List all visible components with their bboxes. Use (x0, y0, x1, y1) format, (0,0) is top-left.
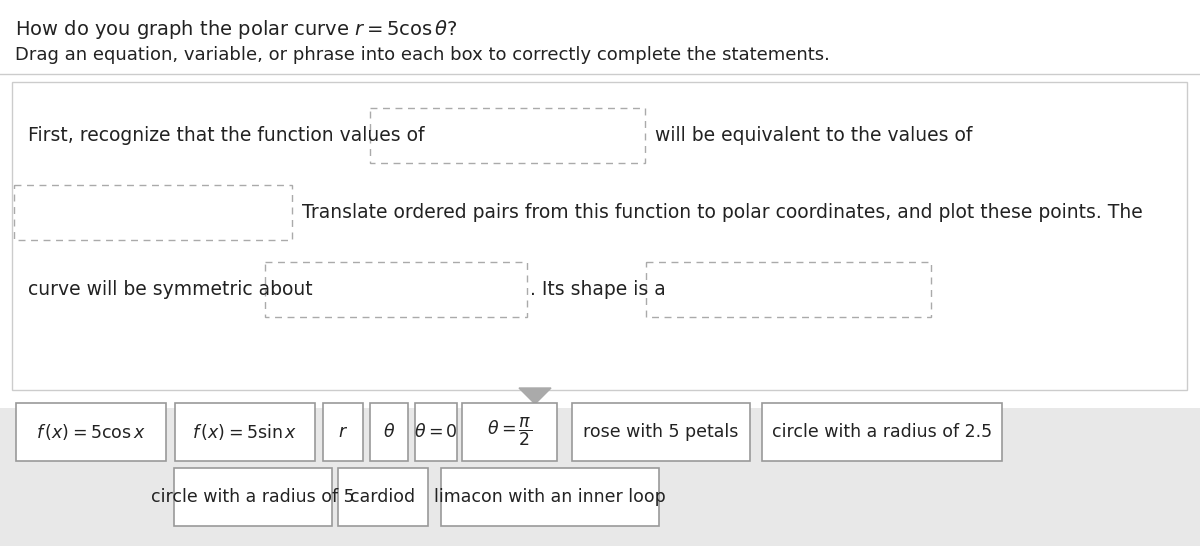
Bar (16, 403, 166, 461)
Text: Drag an equation, variable, or phrase into each box to correctly complete the st: Drag an equation, variable, or phrase in… (14, 46, 830, 64)
Bar (370, 108, 646, 163)
Text: $f\,(x) = 5\sin x$: $f\,(x) = 5\sin x$ (192, 422, 298, 442)
Bar (442, 468, 659, 526)
Bar (14, 185, 292, 240)
Text: will be equivalent to the values of: will be equivalent to the values of (655, 126, 972, 145)
Bar (462, 403, 557, 461)
Bar (0, 408, 1200, 546)
Bar (646, 262, 931, 317)
Text: circle with a radius of 2.5: circle with a radius of 2.5 (772, 423, 992, 441)
Text: First, recognize that the function values of: First, recognize that the function value… (28, 126, 425, 145)
Bar (415, 403, 457, 461)
Text: curve will be symmetric about: curve will be symmetric about (28, 280, 313, 299)
Bar (572, 403, 750, 461)
Text: $r$: $r$ (338, 423, 348, 441)
Text: $f\,(x) = 5\cos x$: $f\,(x) = 5\cos x$ (36, 422, 146, 442)
Bar (370, 403, 408, 461)
Text: limacon with an inner loop: limacon with an inner loop (434, 488, 666, 506)
Text: How do you graph the polar curve $r = 5\cos\theta$?: How do you graph the polar curve $r = 5\… (14, 18, 457, 41)
Bar (174, 468, 332, 526)
Polygon shape (520, 388, 551, 404)
Bar (265, 262, 527, 317)
Text: $\theta = \dfrac{\pi}{2}$: $\theta = \dfrac{\pi}{2}$ (487, 416, 532, 448)
Bar (323, 403, 364, 461)
Text: rose with 5 petals: rose with 5 petals (583, 423, 739, 441)
Bar (762, 403, 1002, 461)
Bar (175, 403, 314, 461)
Text: $\theta = 0$: $\theta = 0$ (414, 423, 458, 441)
Text: Translate ordered pairs from this function to polar coordinates, and plot these : Translate ordered pairs from this functi… (302, 203, 1142, 222)
Text: cardiod: cardiod (350, 488, 415, 506)
Text: . Its shape is a: . Its shape is a (530, 280, 666, 299)
Text: circle with a radius of 5: circle with a radius of 5 (151, 488, 355, 506)
Bar (338, 468, 428, 526)
Text: $\theta$: $\theta$ (383, 423, 395, 441)
Bar (12, 82, 1187, 390)
